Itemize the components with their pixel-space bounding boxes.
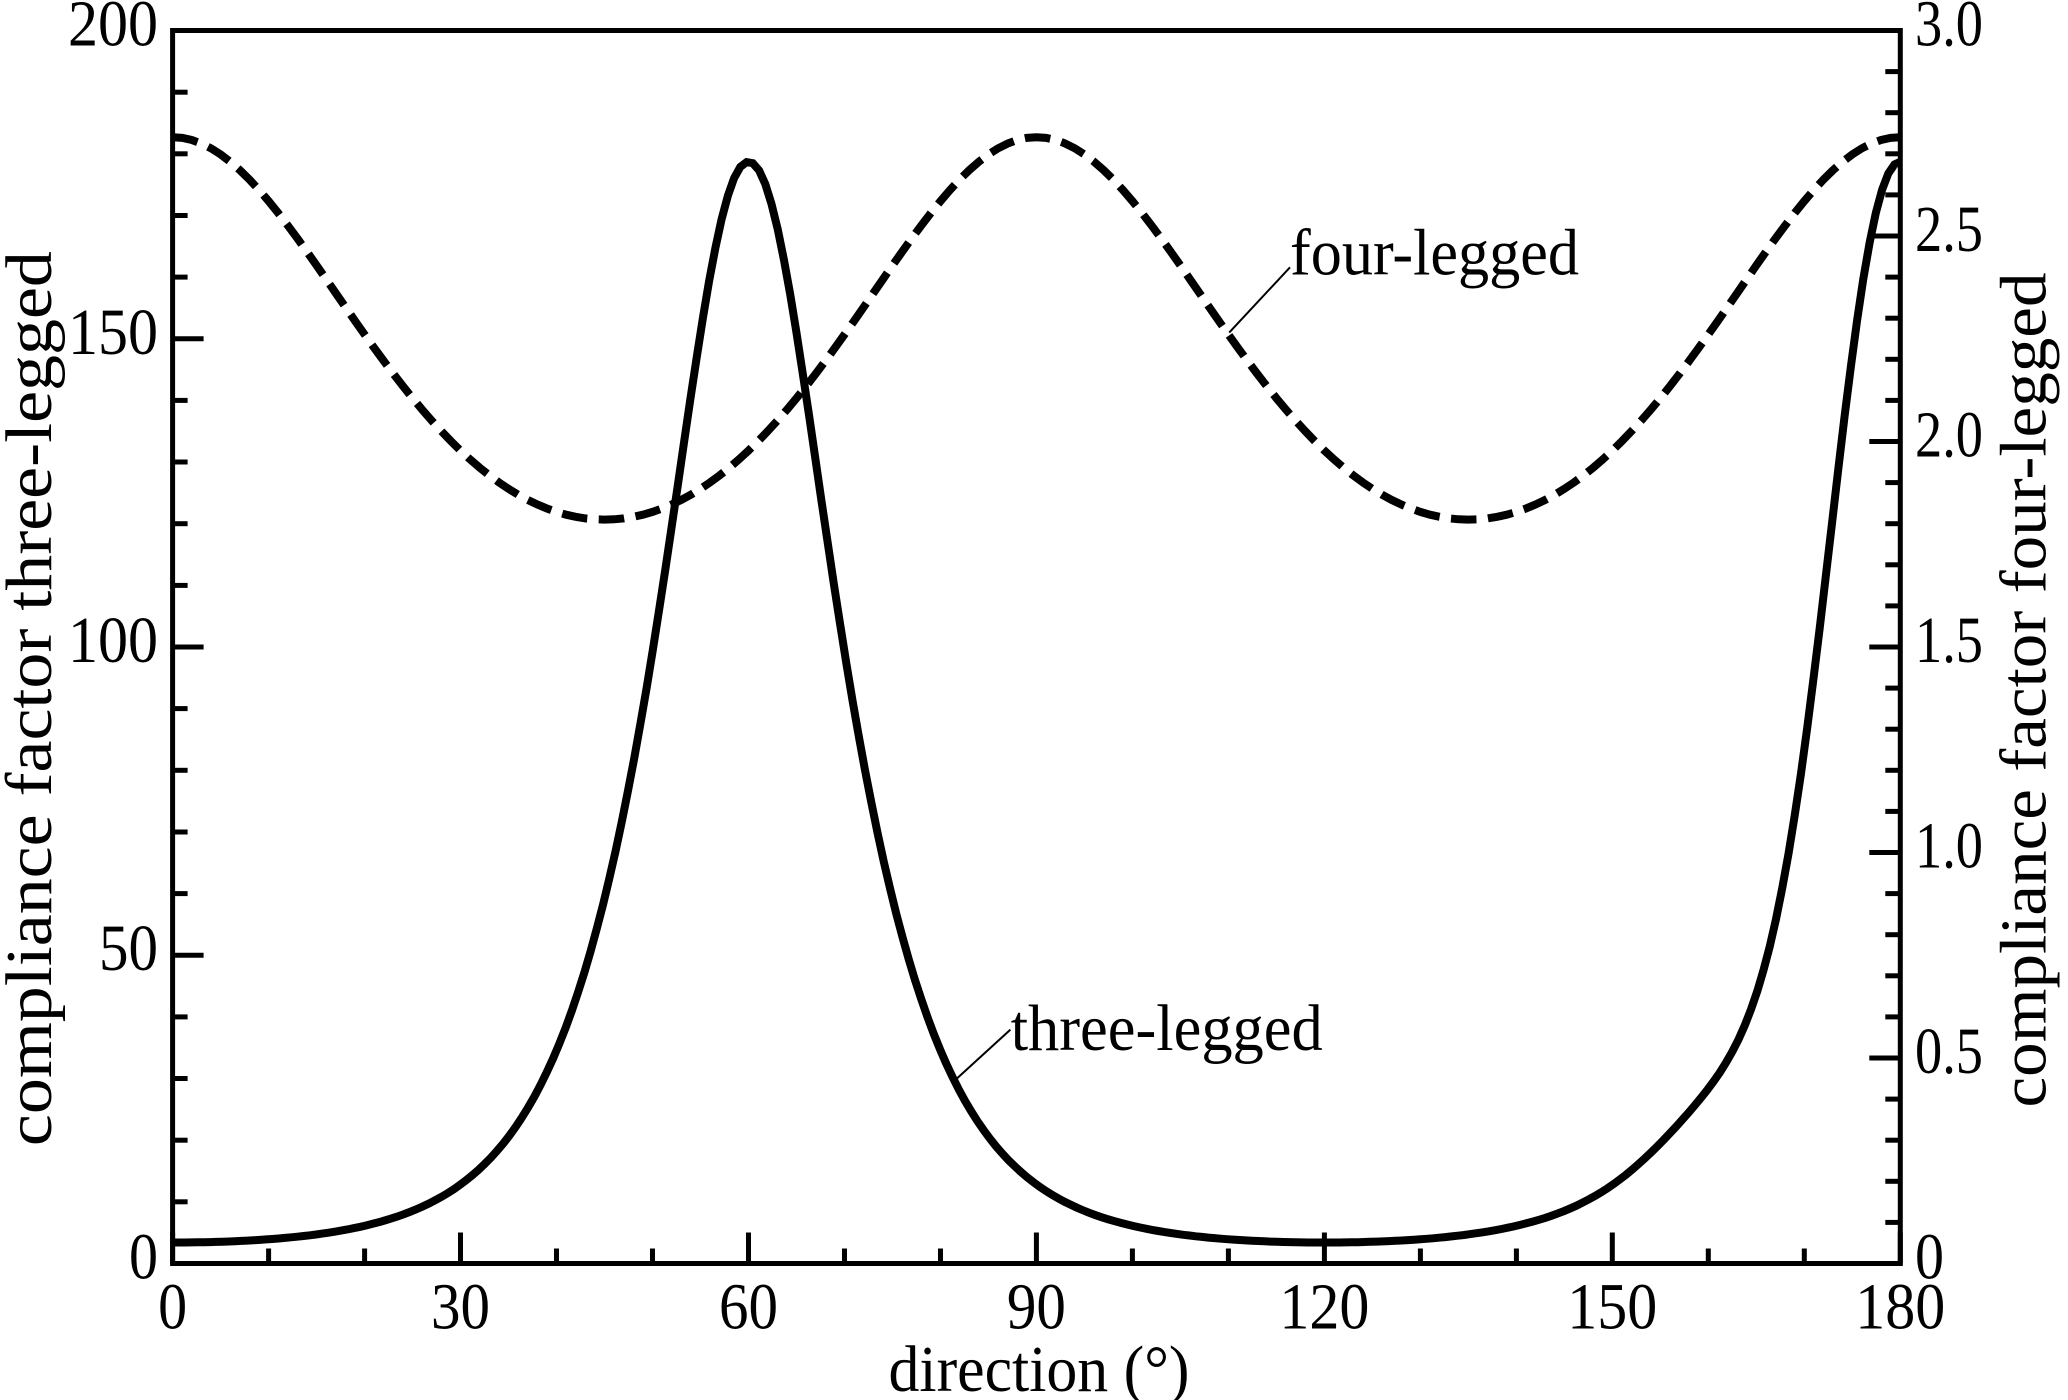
svg-text:direction (°): direction (°): [889, 1333, 1190, 1400]
svg-text:0: 0: [158, 1271, 187, 1344]
svg-text:2.0: 2.0: [1915, 399, 1983, 472]
svg-text:3.0: 3.0: [1915, 0, 1983, 61]
svg-text:150: 150: [68, 296, 158, 369]
svg-text:2.5: 2.5: [1915, 193, 1983, 266]
svg-text:four-legged: four-legged: [1290, 216, 1579, 289]
svg-text:180: 180: [1855, 1271, 1945, 1344]
svg-text:1.5: 1.5: [1915, 604, 1983, 677]
svg-text:90: 90: [1007, 1271, 1066, 1344]
svg-text:three-legged: three-legged: [1011, 992, 1323, 1065]
svg-text:1.0: 1.0: [1915, 810, 1983, 883]
svg-text:0.5: 0.5: [1915, 1015, 1983, 1088]
svg-text:100: 100: [68, 604, 158, 677]
svg-text:compliance factor three-legged: compliance factor three-legged: [0, 251, 66, 1146]
svg-text:compliance factor four-legged: compliance factor four-legged: [1988, 273, 2061, 1108]
svg-text:120: 120: [1279, 1271, 1369, 1344]
svg-text:200: 200: [68, 0, 158, 61]
svg-text:50: 50: [99, 912, 158, 985]
svg-text:0: 0: [1915, 1221, 1944, 1294]
svg-text:60: 60: [719, 1271, 778, 1344]
svg-text:30: 30: [431, 1271, 490, 1344]
svg-text:0: 0: [129, 1221, 158, 1294]
svg-text:150: 150: [1567, 1271, 1657, 1344]
